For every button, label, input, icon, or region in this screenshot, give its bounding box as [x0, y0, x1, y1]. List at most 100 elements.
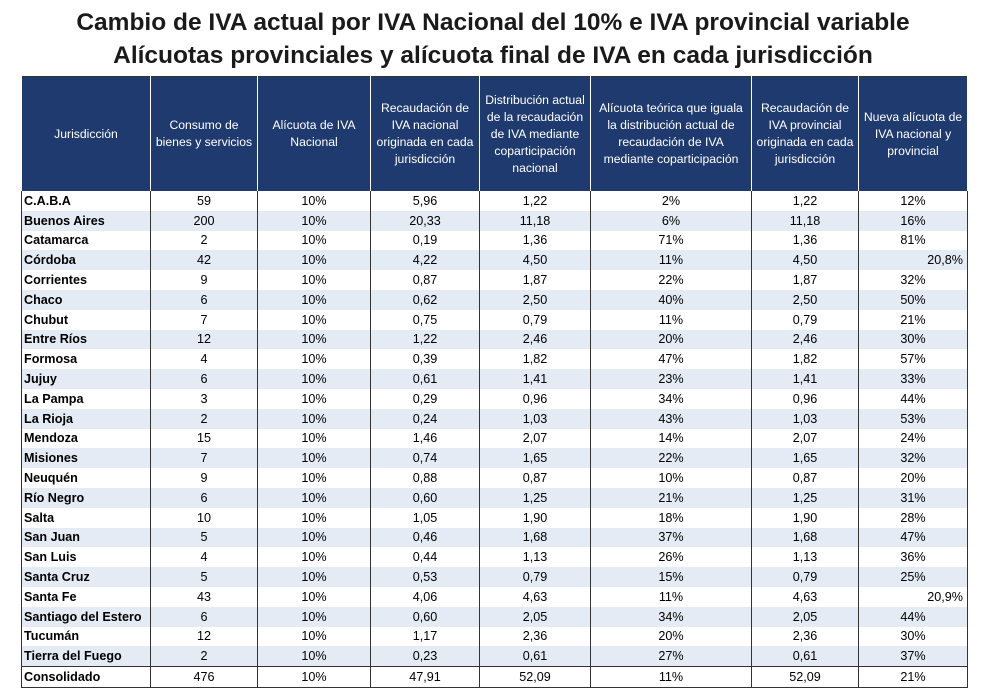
cell-nueva-alicuota: 16%: [858, 210, 968, 231]
cell-nueva-alicuota: 57%: [858, 349, 968, 370]
cell-consumo: 2: [150, 646, 258, 667]
cell-consumo: 5: [150, 527, 258, 548]
table-row: Río Negro 6 10% 0,60 1,25 21% 1,25 31%: [21, 487, 968, 508]
cell-consumo: 6: [150, 369, 258, 389]
cell-alicuota-teorica: 20%: [590, 329, 752, 350]
cell-alicuota-nacional: 10%: [257, 289, 371, 310]
cell-recaudacion-nacional: 0,87: [370, 270, 480, 290]
cell-recaudacion-nacional: 1,17: [370, 626, 480, 647]
cell-consumo: 7: [150, 309, 258, 330]
cell-recaudacion-provincial: 1,13: [751, 547, 859, 568]
cell-distribucion-actual: 4,50: [479, 250, 591, 271]
table-row: Santa Cruz 5 10% 0,53 0,79 15% 0,79 25%: [21, 567, 968, 587]
cell-alicuota-nacional: 10%: [257, 230, 371, 251]
header-row: Jurisdicción Consumo de bienes y servicio…: [21, 76, 968, 191]
column-header-jurisdiccion: Jurisdicción: [21, 76, 151, 191]
cell-consumo: 9: [150, 468, 258, 488]
cell-consumo: 5: [150, 567, 258, 587]
cell-nueva-alicuota: 20%: [858, 468, 968, 488]
cell-recaudacion-nacional: 0,88: [370, 468, 480, 488]
cell-alicuota-teorica: 2%: [590, 191, 752, 211]
cell-recaudacion-nacional: 0,46: [370, 527, 480, 548]
cell-jurisdiccion: Chubut: [21, 309, 151, 330]
page-subtitle: Alícuotas provinciales y alícuota final …: [113, 42, 873, 69]
cell-recaudacion-nacional: 1,46: [370, 428, 480, 449]
cell-recaudacion-provincial: 1,22: [751, 191, 859, 211]
cell-alicuota-nacional: 10%: [257, 191, 371, 211]
cell-alicuota-nacional: 10%: [257, 547, 371, 568]
cell-jurisdiccion: Córdoba: [21, 250, 151, 271]
cell-nueva-alicuota: 28%: [858, 507, 968, 528]
cell-alicuota-nacional: 10%: [257, 448, 371, 469]
cell-alicuota-teorica: 34%: [590, 606, 752, 627]
cell-recaudacion-nacional: 0,60: [370, 487, 480, 508]
cell-jurisdiccion: Formosa: [21, 349, 151, 370]
cell-alicuota-teorica: 10%: [590, 468, 752, 488]
cell-alicuota-nacional: 10%: [257, 408, 371, 429]
cell-alicuota-teorica: 22%: [590, 448, 752, 469]
cell-recaudacion-nacional: 5,96: [370, 191, 480, 211]
cell-jurisdiccion: La Pampa: [21, 388, 151, 409]
cell-jurisdiccion: Santa Cruz: [21, 567, 151, 587]
cell-distribucion-actual: 0,96: [479, 388, 591, 409]
cell-nueva-alicuota: 44%: [858, 606, 968, 627]
cell-nueva-alicuota: 32%: [858, 270, 968, 290]
cell-alicuota-teorica: 71%: [590, 230, 752, 251]
cell-alicuota-teorica: 11%: [590, 250, 752, 271]
cell-recaudacion-nacional: 0,19: [370, 230, 480, 251]
cell-jurisdiccion: Neuquén: [21, 468, 151, 488]
column-header-consumo: Consumo de bienes y servicios: [150, 76, 258, 191]
table-row: San Juan 5 10% 0,46 1,68 37% 1,68 47%: [21, 527, 968, 548]
cell-nueva-alicuota: 21%: [858, 309, 968, 330]
cell-recaudacion-nacional: 0,60: [370, 606, 480, 627]
cell-recaudacion-provincial: 1,90: [751, 507, 859, 528]
cell-distribucion-actual: 0,61: [479, 646, 591, 667]
column-header-nueva-alicuota: Nueva alícuota de IVA nacional y provinc…: [858, 76, 968, 191]
cell-distribucion-actual: 52,09: [479, 666, 591, 688]
cell-consumo: 2: [150, 408, 258, 429]
cell-nueva-alicuota: 50%: [858, 289, 968, 310]
cell-nueva-alicuota: 30%: [858, 626, 968, 647]
cell-alicuota-teorica: 22%: [590, 270, 752, 290]
cell-recaudacion-provincial: 2,07: [751, 428, 859, 449]
cell-jurisdiccion: San Juan: [21, 527, 151, 548]
cell-jurisdiccion: Jujuy: [21, 369, 151, 389]
iva-table: Jurisdicción Consumo de bienes y servicio…: [21, 76, 968, 688]
cell-distribucion-actual: 1,82: [479, 349, 591, 370]
table-row: Santiago del Estero 6 10% 0,60 2,05 34% 2,05 44…: [21, 606, 968, 627]
table-row: Entre Ríos 12 10% 1,22 2,46 20% 2,46 30%: [21, 329, 968, 350]
cell-recaudacion-provincial: 52,09: [751, 666, 859, 688]
page-title: Cambio de IVA actual por IVA Nacional de…: [76, 9, 910, 36]
cell-alicuota-nacional: 10%: [257, 349, 371, 370]
cell-recaudacion-provincial: 1,65: [751, 448, 859, 469]
cell-consumo: 6: [150, 606, 258, 627]
cell-jurisdiccion: Entre Ríos: [21, 329, 151, 350]
cell-consumo: 15: [150, 428, 258, 449]
cell-nueva-alicuota: 25%: [858, 567, 968, 587]
cell-recaudacion-provincial: 4,50: [751, 250, 859, 271]
cell-alicuota-nacional: 10%: [257, 666, 371, 688]
cell-recaudacion-provincial: 0,79: [751, 309, 859, 330]
cell-consumo: 200: [150, 210, 258, 231]
cell-distribucion-actual: 1,41: [479, 369, 591, 389]
cell-recaudacion-nacional: 0,61: [370, 369, 480, 389]
cell-nueva-alicuota: 44%: [858, 388, 968, 409]
cell-recaudacion-nacional: 4,06: [370, 586, 480, 607]
cell-consumo: 43: [150, 586, 258, 607]
cell-jurisdiccion: Santa Fe: [21, 586, 151, 607]
cell-alicuota-nacional: 10%: [257, 428, 371, 449]
column-header-alicuota-teorica: Alícuota teórica que iguala la distribuc…: [590, 76, 752, 191]
cell-distribucion-actual: 1,68: [479, 527, 591, 548]
cell-distribucion-actual: 0,79: [479, 309, 591, 330]
cell-recaudacion-provincial: 2,46: [751, 329, 859, 350]
cell-distribucion-actual: 1,36: [479, 230, 591, 251]
cell-alicuota-nacional: 10%: [257, 468, 371, 488]
cell-consumo: 12: [150, 626, 258, 647]
cell-recaudacion-provincial: 2,36: [751, 626, 859, 647]
cell-consumo: 3: [150, 388, 258, 409]
cell-alicuota-teorica: 47%: [590, 349, 752, 370]
cell-nueva-alicuota: 37%: [858, 646, 968, 667]
cell-nueva-alicuota: 47%: [858, 527, 968, 548]
cell-recaudacion-provincial: 4,63: [751, 586, 859, 607]
cell-jurisdiccion: Río Negro: [21, 487, 151, 508]
